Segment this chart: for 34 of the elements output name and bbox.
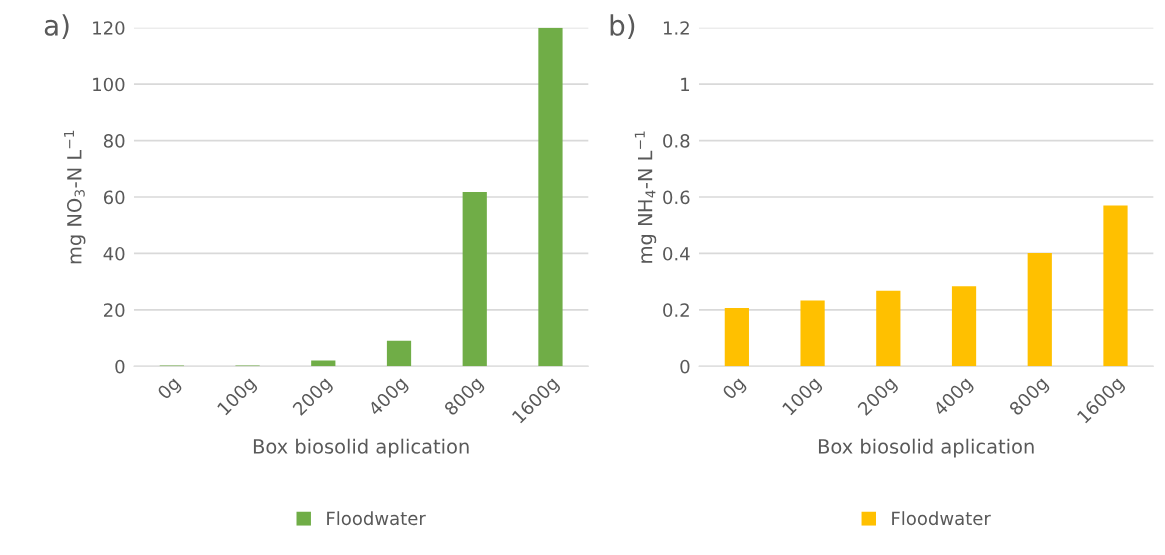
bar bbox=[800, 300, 825, 367]
bar bbox=[1027, 252, 1052, 367]
legend-label: Floodwater bbox=[327, 511, 426, 526]
x-tick-label: 0g bbox=[156, 376, 184, 403]
y-tick-label: 80 bbox=[103, 134, 125, 148]
x-axis-title: Box biosolid aplication bbox=[253, 438, 469, 458]
y-tick-label: 0 bbox=[115, 359, 125, 374]
y-tick-label: 0.4 bbox=[663, 246, 690, 261]
bar bbox=[311, 360, 336, 367]
x-axis-title: Box biosolid aplication bbox=[818, 438, 1034, 458]
y-axis-title: mg NO$_{3}$-N L$^{−1}$ bbox=[64, 130, 86, 264]
x-tick-label: 0g bbox=[721, 376, 749, 403]
legend-label: Floodwater bbox=[892, 511, 991, 526]
bar bbox=[538, 27, 563, 367]
bar bbox=[876, 290, 901, 367]
y-tick-label: 120 bbox=[93, 21, 125, 35]
y-tick-label: 20 bbox=[103, 303, 125, 317]
y-tick-label: 0.8 bbox=[663, 134, 690, 148]
bar bbox=[951, 286, 977, 367]
y-tick-label: 60 bbox=[103, 190, 125, 205]
y-tick-label: 40 bbox=[103, 246, 125, 261]
y-tick-label: 0.2 bbox=[663, 303, 689, 317]
chart-title: a) bbox=[44, 14, 69, 40]
chart-title: b) bbox=[610, 14, 635, 40]
y-tick-label: 0 bbox=[680, 359, 690, 374]
y-tick-label: 1.2 bbox=[663, 21, 689, 35]
y-tick-label: 1 bbox=[681, 77, 689, 92]
y-tick-label: 100 bbox=[93, 77, 125, 92]
y-tick-label: 0.6 bbox=[663, 190, 690, 205]
bar bbox=[386, 340, 412, 367]
bar bbox=[462, 191, 487, 367]
y-axis-title: mg NH$_{4}$-N L$^{−1}$ bbox=[634, 131, 657, 263]
bar bbox=[1103, 205, 1128, 367]
bar bbox=[724, 307, 749, 367]
